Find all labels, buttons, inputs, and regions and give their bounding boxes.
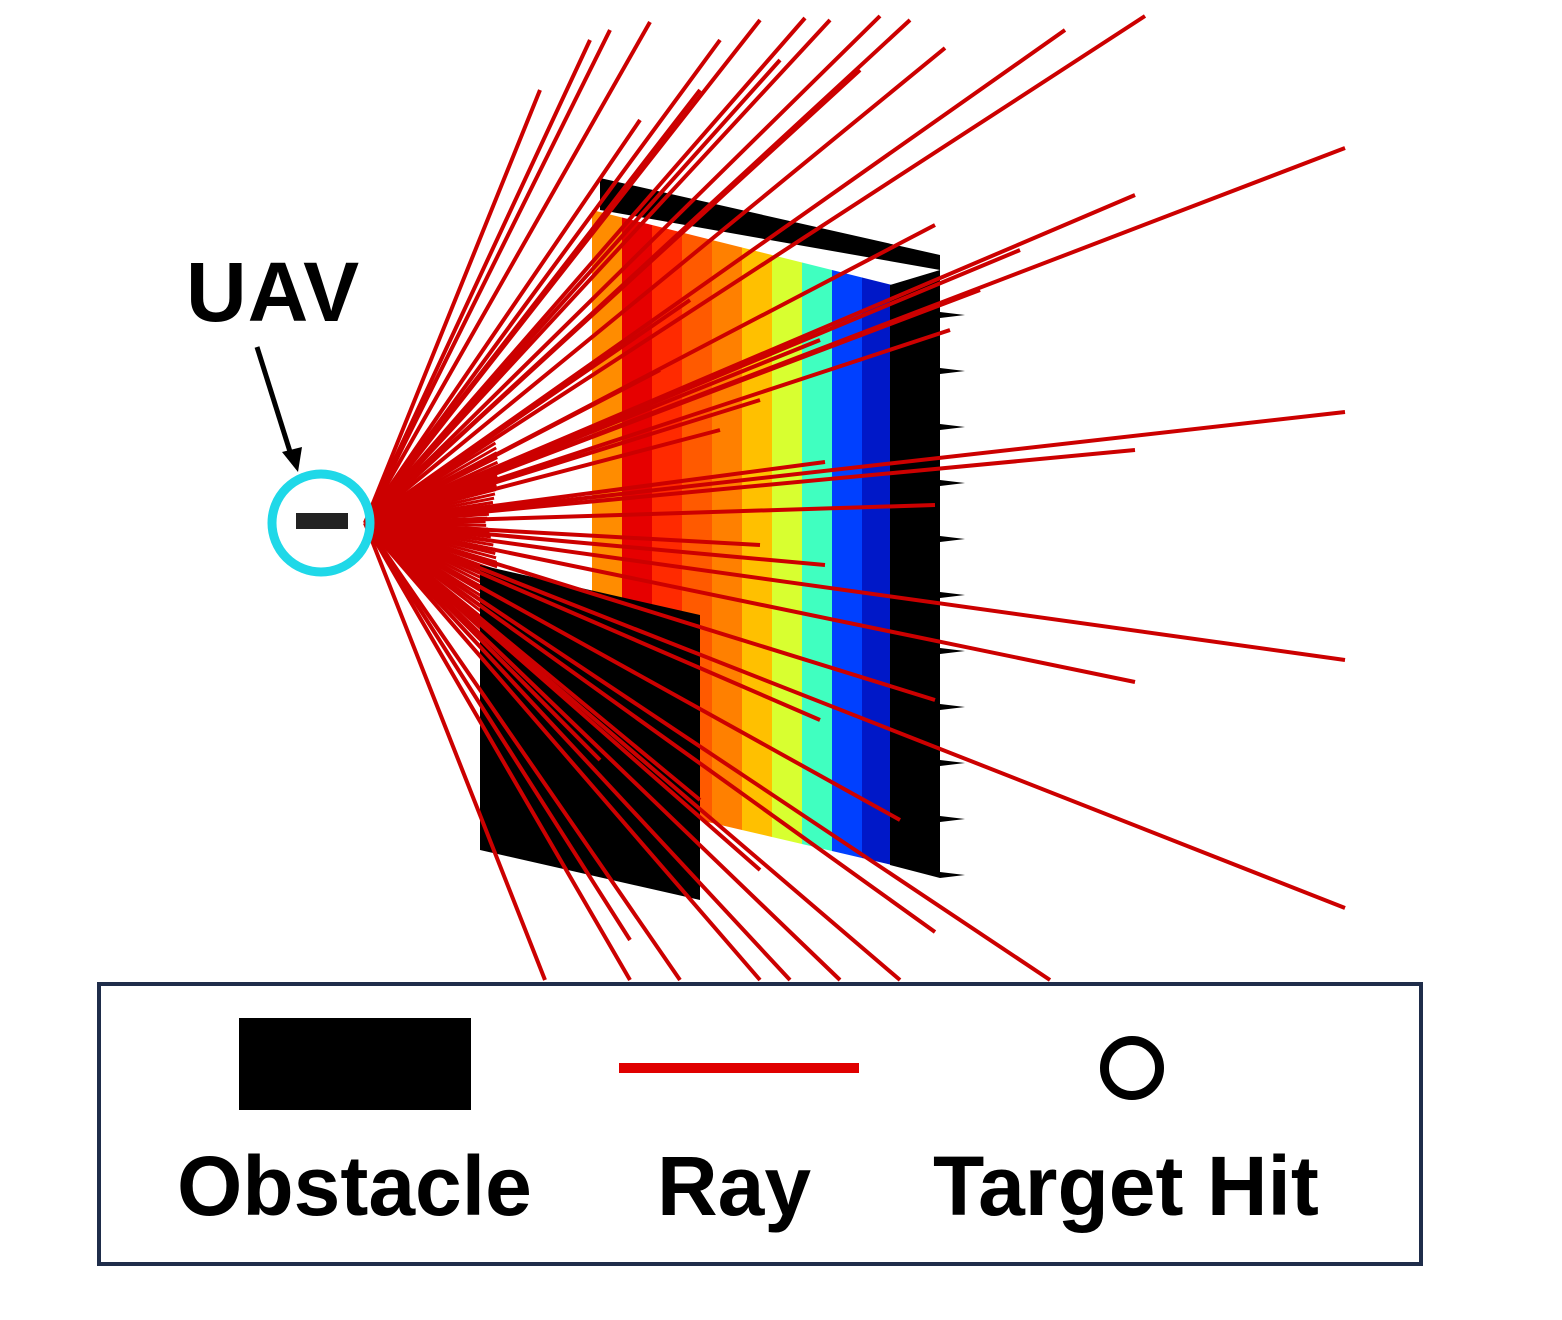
rays-behind-obstacle (363, 14, 1346, 635)
ray-line (364, 410, 1346, 525)
ray-line (363, 521, 792, 982)
ray-line (363, 118, 642, 525)
uav-ring (267, 469, 375, 577)
ray-line (364, 521, 901, 822)
target-strip (862, 277, 893, 866)
frame-tick (940, 648, 965, 654)
ray-line (363, 521, 702, 802)
legend: Obstacle Ray Target Hit (97, 982, 1423, 1266)
ray-line (363, 21, 652, 524)
ray-line (363, 29, 612, 524)
frame-tick (940, 536, 965, 542)
target-strip (832, 270, 863, 859)
legend-obstacle-label: Obstacle (177, 1139, 532, 1233)
ray-line (363, 521, 632, 942)
frame-tick (940, 312, 965, 318)
ray-line (363, 521, 632, 982)
ray-line (364, 521, 1346, 910)
ray-line (363, 521, 937, 934)
uav-marker (267, 469, 375, 577)
ray-line (363, 68, 862, 525)
ray-line (363, 521, 842, 982)
frame-tick (940, 368, 965, 374)
frame-tick (940, 592, 965, 598)
target-panel (592, 210, 893, 866)
ray-line (363, 298, 692, 525)
ray-line (363, 14, 1147, 525)
legend-ray-swatch (619, 1063, 859, 1073)
ray-line (363, 521, 762, 872)
ray-line (363, 88, 702, 525)
ray-line (363, 521, 602, 762)
rays-front (363, 521, 1346, 982)
target-top-edge (600, 178, 940, 270)
ray-line (363, 46, 947, 525)
legend-obstacle-swatch (239, 1018, 471, 1110)
frame-tick (940, 816, 965, 822)
frame-tick (940, 424, 965, 430)
legend-ray-label: Ray (657, 1139, 812, 1233)
ray-line (364, 521, 1346, 662)
ray-line (363, 521, 682, 982)
frame-tick (940, 704, 965, 710)
ray-line (363, 521, 1052, 982)
ray-line (364, 521, 821, 722)
target-back-edge (890, 270, 940, 878)
ray-line (363, 14, 882, 525)
target-frame (600, 178, 965, 878)
target-hit-circle-icon (1100, 1036, 1164, 1100)
frame-tick (940, 872, 965, 878)
ray-line (364, 521, 936, 702)
ray-line (363, 38, 722, 525)
ray-line (363, 58, 782, 525)
ray-line (364, 448, 1136, 525)
ray-line (364, 521, 1136, 684)
ray-line (363, 89, 542, 524)
uav-label: UAV (186, 245, 361, 339)
uav-arrow (254, 346, 302, 472)
ray-line (363, 521, 762, 982)
frame-tick (940, 760, 965, 766)
ray-line (363, 39, 592, 524)
ray-line (363, 522, 547, 981)
frame-tick (940, 480, 965, 486)
legend-target-hit-label: Target Hit (933, 1139, 1319, 1233)
uav-body-icon (296, 513, 348, 529)
target-strip (772, 255, 803, 845)
